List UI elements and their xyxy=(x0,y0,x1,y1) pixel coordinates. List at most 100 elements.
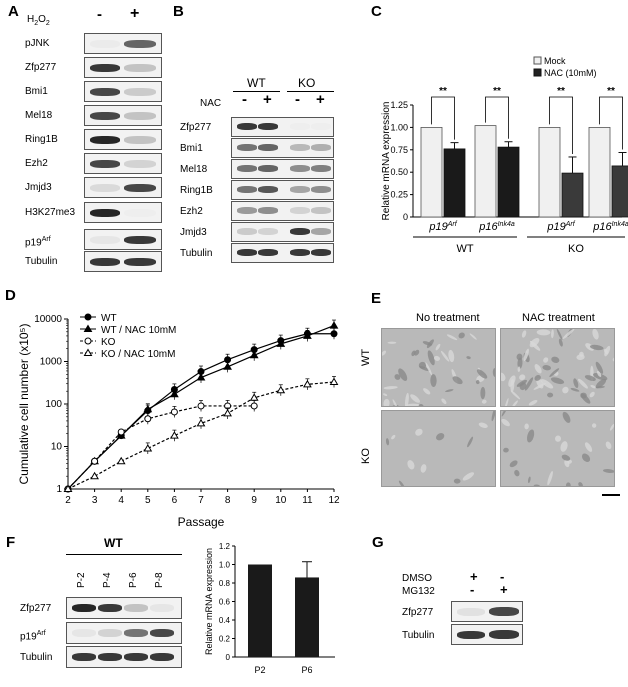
blot-label-jmjd3: Jmjd3 xyxy=(25,182,52,193)
cell xyxy=(570,387,580,392)
panel-g-lane-1-0: - xyxy=(470,582,475,597)
blot-f-band-1-0 xyxy=(72,629,96,637)
cell xyxy=(383,386,398,390)
cell xyxy=(580,392,587,399)
cell xyxy=(516,379,528,387)
cell xyxy=(556,329,563,340)
blot-f-band-1-2 xyxy=(124,629,148,637)
blot-a-strip-3 xyxy=(84,105,162,126)
blot-b-band-5-3 xyxy=(311,228,331,235)
blot-b-band-0-1 xyxy=(258,123,278,130)
cell-texture xyxy=(501,411,614,486)
cell xyxy=(382,350,387,356)
panel-b-lane-0: - xyxy=(242,91,247,108)
cell xyxy=(576,354,585,360)
cell xyxy=(458,332,465,339)
blot-g-strip-0 xyxy=(451,601,523,622)
c-ylabel: Relative mRNA expression xyxy=(381,102,392,221)
cell xyxy=(549,368,560,378)
blot-label-ezh2: Ezh2 xyxy=(180,206,203,217)
c-legend-swatch-1 xyxy=(533,68,542,77)
blot-b-band-5-2 xyxy=(290,228,310,235)
blot-b-band-0-3 xyxy=(311,123,331,130)
cell xyxy=(415,428,423,436)
blot-b-band-1-3 xyxy=(311,144,331,151)
c-bracket-3 xyxy=(599,96,623,150)
blot-b-band-0-2 xyxy=(290,123,310,130)
blot-a-band-5-1 xyxy=(90,160,120,168)
panel-f-lane-1: P-4 xyxy=(102,572,113,588)
d-point-1-4 xyxy=(170,389,179,398)
c-bar-mock-0 xyxy=(420,127,443,218)
blot-label-bmi1: Bmi1 xyxy=(25,86,48,97)
cell xyxy=(425,362,433,376)
blot-label-ring1b: Ring1B xyxy=(180,185,213,196)
panel-e-col1: No treatment xyxy=(416,312,480,324)
cell xyxy=(435,343,441,351)
blot-label-tubulin: Tubulin xyxy=(180,248,213,259)
blot-label-zfp277: Zfp277 xyxy=(25,62,57,73)
blot-b-band-2-2 xyxy=(290,165,310,172)
blot-label-bmi1: Bmi1 xyxy=(180,143,203,154)
d-xtick-label-6: 8 xyxy=(225,495,231,506)
d-point-1-3 xyxy=(143,404,153,413)
c-bar-mock-3 xyxy=(588,127,611,218)
blot-f-band-2-2 xyxy=(124,653,148,661)
c-bar-mock-1 xyxy=(474,125,497,218)
cell xyxy=(581,453,591,463)
cell xyxy=(560,441,568,452)
f-ytick-label-5: 1.0 xyxy=(219,561,231,570)
blot-b-band-6-2 xyxy=(290,249,310,256)
cell xyxy=(440,350,450,362)
panel-a-minus: - xyxy=(97,6,102,23)
panel-g-treatment-0: DMSO xyxy=(402,573,432,584)
photo-ko-no-treatment xyxy=(381,410,496,487)
panel-b-group-ko: KO xyxy=(298,76,316,90)
blot-f-band-1-1 xyxy=(98,629,122,637)
d-point-2-3 xyxy=(144,415,152,423)
cell xyxy=(558,338,563,347)
cell xyxy=(543,357,549,363)
blot-a-band-7-1 xyxy=(90,209,120,217)
d-xtick-label-7: 9 xyxy=(251,495,257,506)
d-point-3-8 xyxy=(276,385,286,394)
cell xyxy=(398,480,405,486)
d-point-3-3 xyxy=(143,443,153,452)
cell xyxy=(584,375,596,381)
c-category-0: p19Arf xyxy=(428,221,457,233)
cell xyxy=(578,482,583,486)
blot-f-band-2-1 xyxy=(98,653,122,661)
blot-f-band-0-1 xyxy=(98,604,122,612)
blot-label-ezh2: Ezh2 xyxy=(25,158,48,169)
panel-g-label: G xyxy=(372,534,384,551)
panel-d-label: D xyxy=(5,287,16,304)
d-legend-marker-0 xyxy=(84,313,92,321)
cell xyxy=(564,459,570,468)
cell xyxy=(573,378,579,389)
d-legend-label-2: KO xyxy=(101,337,116,348)
d-point-2-1 xyxy=(91,457,99,465)
cell xyxy=(411,350,416,357)
photo-ko-nac-treatment xyxy=(500,410,615,487)
blot-label-pjnk: pJNK xyxy=(25,38,50,49)
cell xyxy=(466,356,471,360)
cell xyxy=(433,355,441,361)
cell xyxy=(448,349,455,363)
blot-label-tubulin: Tubulin xyxy=(20,652,53,663)
cell xyxy=(407,460,415,470)
cell xyxy=(565,482,571,486)
panel-b-lane-3: + xyxy=(316,91,325,108)
cell xyxy=(476,369,488,379)
blot-b-band-1-0 xyxy=(237,144,257,151)
blot-a-band-9-1 xyxy=(90,258,120,266)
c-ytick-label-1: 0.25 xyxy=(390,190,408,200)
cell xyxy=(392,399,398,406)
cell xyxy=(383,393,388,396)
c-legend-label-0: Mock xyxy=(544,56,566,66)
blot-a-band-6-1 xyxy=(90,184,120,192)
d-point-3-0 xyxy=(63,484,73,492)
cell xyxy=(591,423,597,428)
d-xtick-label-0: 2 xyxy=(65,495,71,506)
cell xyxy=(605,441,612,450)
